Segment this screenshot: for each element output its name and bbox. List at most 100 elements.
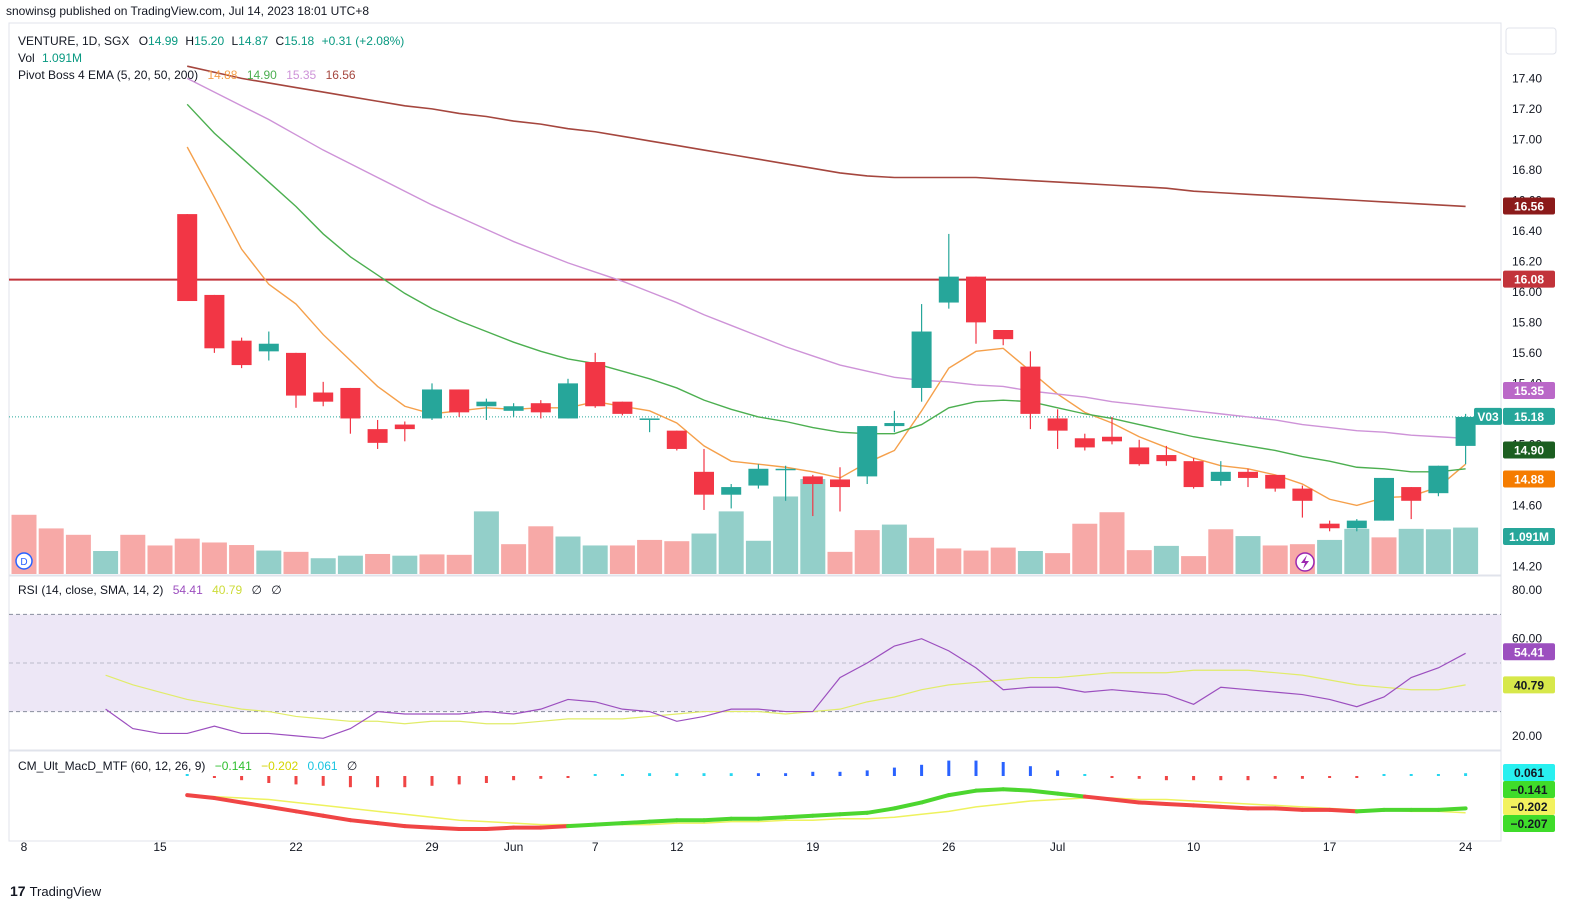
x-tick-label: 22 bbox=[289, 840, 303, 854]
macd-histogram-bar bbox=[1164, 776, 1168, 781]
macd-line-segment bbox=[946, 788, 978, 798]
macd-line-segment bbox=[430, 825, 462, 832]
macd-line-segment bbox=[266, 804, 298, 814]
volume-bar bbox=[93, 550, 119, 574]
ema-line bbox=[187, 65, 1466, 208]
volume-bar bbox=[1072, 523, 1098, 574]
x-tick-label: 29 bbox=[425, 840, 439, 854]
macd-line-segment bbox=[593, 821, 625, 827]
macd-histogram-bar bbox=[1028, 766, 1032, 776]
candle-body bbox=[476, 401, 497, 407]
macd-histogram-bar bbox=[1328, 776, 1332, 778]
volume-bar bbox=[582, 545, 608, 574]
macd-histogram-bar bbox=[675, 773, 679, 776]
volume-bar bbox=[691, 533, 717, 574]
rsi-tick-label: 60.00 bbox=[1512, 632, 1542, 646]
candle-body bbox=[1129, 447, 1150, 465]
volume-bars bbox=[11, 479, 1479, 574]
axis-badge-macd-other: −0.207 bbox=[1503, 815, 1555, 832]
price-axis-ticks: 14.2014.4014.6014.8015.0015.2015.4015.60… bbox=[1512, 41, 1542, 574]
axis-badge-macd-signal: −0.202 bbox=[1503, 798, 1555, 815]
rsi-tick-label: 20.00 bbox=[1512, 729, 1542, 743]
macd-line-segment bbox=[185, 793, 217, 801]
macd-histogram-bar bbox=[620, 774, 624, 776]
macd-line-segment bbox=[783, 813, 815, 820]
x-tick-label: 8 bbox=[21, 840, 28, 854]
x-tick-label: 12 bbox=[670, 840, 684, 854]
volume-bar bbox=[1262, 545, 1288, 574]
axis-badge-macd: −0.141 bbox=[1503, 781, 1555, 798]
svg-text:54.41: 54.41 bbox=[1514, 645, 1544, 659]
candle-body bbox=[1210, 471, 1231, 481]
macd-line-segment bbox=[620, 819, 652, 826]
candle-body bbox=[993, 330, 1014, 340]
macd-line-segment bbox=[1191, 803, 1223, 809]
x-tick-label: Jun bbox=[504, 840, 523, 854]
volume-bar bbox=[1017, 550, 1043, 574]
macd-histogram-bar bbox=[1001, 762, 1005, 776]
candle-body bbox=[612, 401, 633, 414]
axis-badge-hline: 16.08 bbox=[1503, 270, 1555, 288]
macd-line-segment bbox=[919, 793, 951, 805]
candle-body bbox=[830, 479, 850, 488]
ema-line bbox=[186, 146, 1467, 507]
ema-line bbox=[186, 77, 1466, 439]
x-tick-label: 17 bbox=[1323, 840, 1337, 854]
macd-line-segment bbox=[402, 824, 434, 830]
candlesticks bbox=[177, 214, 1476, 532]
interval-badge[interactable]: D bbox=[15, 552, 33, 570]
macd-line-segment bbox=[647, 818, 679, 824]
svg-text:16.56: 16.56 bbox=[1514, 199, 1544, 213]
candle-body bbox=[367, 429, 388, 443]
volume-bar bbox=[881, 524, 907, 574]
volume-bar bbox=[392, 555, 418, 574]
macd-lines bbox=[185, 787, 1468, 832]
macd-histogram-bar bbox=[484, 776, 488, 783]
candle-body bbox=[1346, 520, 1367, 529]
candle-body bbox=[340, 387, 361, 419]
macd-histogram-bar bbox=[1246, 776, 1250, 781]
candle-body bbox=[911, 331, 932, 388]
macd-histogram-bar bbox=[539, 776, 543, 779]
volume-bar bbox=[909, 537, 935, 574]
lightning-icon[interactable] bbox=[1295, 552, 1315, 572]
candle-body bbox=[177, 214, 198, 302]
macd-line-segment bbox=[239, 800, 271, 809]
macd-histogram-bar bbox=[702, 773, 706, 776]
macd-line-segment bbox=[294, 809, 326, 818]
candle-body bbox=[1156, 455, 1177, 462]
svg-text:14.90: 14.90 bbox=[1514, 443, 1544, 457]
svg-text:14.88: 14.88 bbox=[1514, 472, 1544, 486]
svg-text:40.79: 40.79 bbox=[1514, 678, 1544, 692]
svg-text:V03: V03 bbox=[1477, 410, 1499, 424]
candle-body bbox=[1292, 488, 1313, 501]
macd-histogram-bar bbox=[648, 773, 652, 776]
volume-bar bbox=[365, 553, 391, 574]
candle-body bbox=[1047, 418, 1068, 431]
macd-line-segment bbox=[865, 806, 897, 815]
macd-histogram-bar bbox=[1382, 774, 1386, 776]
macd-histogram-bar bbox=[1273, 776, 1277, 779]
macd-line-segment bbox=[1082, 794, 1114, 802]
volume-bar bbox=[174, 538, 200, 574]
volume-bar bbox=[1425, 529, 1451, 574]
price-axis-settings-box[interactable] bbox=[1505, 27, 1557, 55]
macd-histogram-bar bbox=[593, 774, 597, 776]
volume-bar bbox=[609, 545, 635, 574]
candle-body bbox=[558, 383, 578, 419]
macd-histogram-bar bbox=[1409, 774, 1413, 776]
macd-histogram-bar bbox=[403, 776, 407, 788]
candle-body bbox=[585, 362, 606, 407]
macd-line-segment bbox=[1110, 797, 1142, 805]
x-tick-label: 19 bbox=[806, 840, 820, 854]
macd-line-segment bbox=[702, 816, 734, 823]
volume-bar bbox=[990, 547, 1016, 574]
macd-line-segment bbox=[212, 796, 244, 805]
volume-bar bbox=[1235, 536, 1261, 574]
macd-line-segment bbox=[810, 812, 842, 818]
macd-line-segment bbox=[1028, 788, 1060, 796]
macd-histogram-bar bbox=[811, 771, 815, 776]
volume-bar bbox=[473, 511, 499, 574]
